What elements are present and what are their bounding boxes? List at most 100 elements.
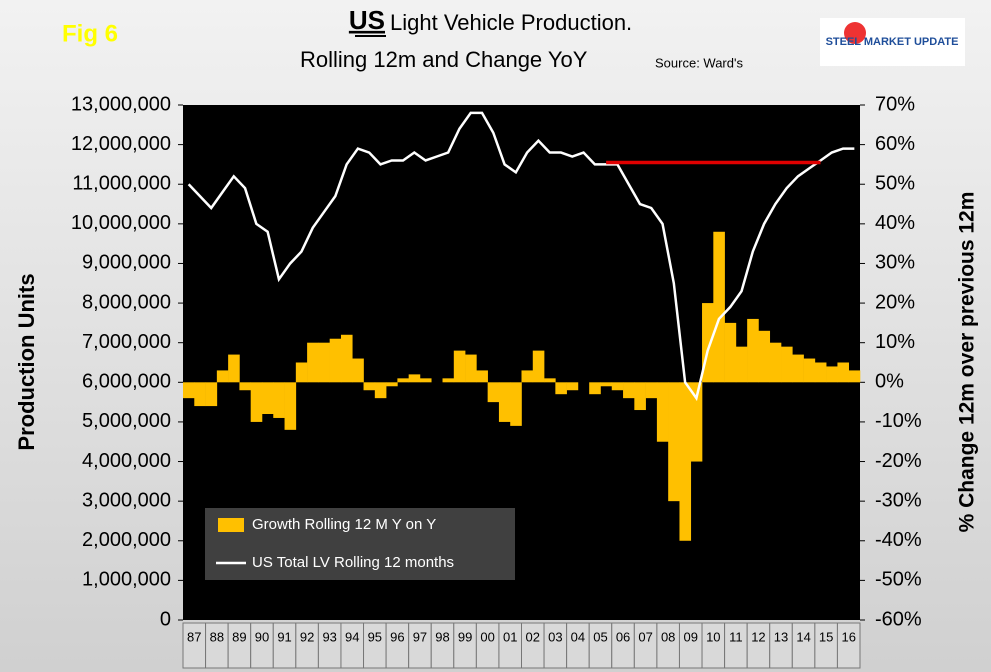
growth-bar — [713, 231, 725, 383]
growth-bar — [510, 382, 522, 426]
growth-bar — [340, 334, 353, 383]
growth-bar — [183, 382, 195, 399]
x-tick-label: 99 — [458, 629, 472, 644]
growth-bar — [318, 342, 330, 383]
growth-bar — [476, 370, 488, 383]
growth-bar — [273, 382, 285, 418]
growth-bar — [228, 354, 240, 383]
y2-tick-label: 0% — [875, 371, 904, 393]
growth-bar — [532, 350, 545, 383]
x-tick-label: 04 — [571, 629, 585, 644]
title-emphasis: US — [349, 5, 385, 35]
x-tick-label: 92 — [300, 629, 314, 644]
growth-bar — [397, 378, 409, 383]
y2-tick-label: -50% — [875, 569, 922, 591]
series-line — [187, 111, 855, 402]
growth-bar — [487, 382, 500, 403]
growth-bar — [814, 362, 827, 383]
fig-label: Fig 6 — [62, 20, 118, 47]
y-tick-label: 9,000,000 — [82, 252, 171, 274]
x-tick-label: 15 — [819, 629, 833, 644]
chart-subtitle: Rolling 12m and Change YoY — [300, 47, 588, 72]
growth-bar — [769, 342, 782, 383]
y-tick-label: 0 — [160, 608, 171, 630]
y-tick-label: 7,000,000 — [82, 331, 171, 353]
growth-bar — [521, 370, 534, 383]
x-tick-label: 11 — [729, 629, 743, 644]
x-tick-label: 14 — [796, 629, 810, 644]
x-tick-label: 08 — [661, 629, 675, 644]
growth-bar — [566, 382, 579, 391]
y-tick-label: 12,000,000 — [71, 133, 171, 155]
y2-tick-label: 60% — [875, 133, 915, 155]
logo-icon — [844, 22, 866, 44]
x-tick-label: 96 — [390, 629, 404, 644]
y-tick-label: 2,000,000 — [82, 529, 171, 551]
x-tick-label: 87 — [187, 629, 201, 644]
growth-bar — [216, 370, 229, 383]
growth-bar — [544, 378, 556, 383]
growth-bar — [792, 354, 804, 383]
y-axis-label: Production Units — [14, 273, 39, 450]
x-tick-label: 06 — [616, 629, 630, 644]
growth-bar — [453, 350, 466, 383]
y2-tick-label: -40% — [875, 529, 922, 551]
growth-bar — [679, 382, 692, 541]
growth-bar — [250, 382, 263, 422]
logo: STEEL MARKET UPDATE — [826, 36, 959, 48]
growth-bar — [758, 330, 771, 383]
growth-bar — [295, 362, 308, 383]
growth-bar — [690, 382, 703, 462]
x-tick-label: 10 — [706, 629, 720, 644]
x-tick-label: 09 — [684, 629, 698, 644]
y2-tick-label: 20% — [875, 291, 915, 313]
growth-bar — [724, 322, 737, 383]
growth-bar — [589, 382, 601, 395]
growth-bar — [205, 382, 218, 407]
y-tick-label: 4,000,000 — [82, 450, 171, 472]
y-tick-label: 3,000,000 — [82, 489, 171, 511]
growth-bar — [848, 370, 861, 383]
x-tick-label: 05 — [593, 629, 607, 644]
growth-bar — [239, 382, 251, 391]
x-tick-label: 02 — [526, 629, 540, 644]
growth-bar — [408, 374, 421, 383]
x-tick-label: 13 — [774, 629, 788, 644]
growth-bar — [194, 382, 206, 407]
x-tick-label: 91 — [277, 629, 291, 644]
growth-bar — [555, 382, 567, 395]
growth-bar — [735, 346, 748, 383]
growth-bar — [329, 338, 342, 383]
x-tick-label: 93 — [322, 629, 336, 644]
growth-bar — [363, 382, 376, 391]
y2-tick-label: -30% — [875, 489, 922, 511]
growth-bar — [498, 382, 511, 422]
growth-bar — [352, 358, 364, 383]
y-tick-label: 6,000,000 — [82, 371, 171, 393]
x-tick-box — [836, 622, 861, 669]
growth-bar — [668, 382, 680, 502]
x-tick-label: 12 — [751, 629, 765, 644]
x-tick-label: 07 — [638, 629, 652, 644]
growth-bar — [803, 358, 816, 383]
legend-label: Growth Rolling 12 M Y on Y — [252, 516, 436, 533]
growth-bar — [747, 318, 759, 383]
y2-tick-label: 10% — [875, 331, 915, 353]
x-tick-label: 97 — [413, 629, 427, 644]
y-tick-label: 13,000,000 — [71, 93, 171, 115]
growth-bar — [284, 382, 297, 430]
growth-bar — [781, 346, 793, 383]
x-tick-label: 00 — [480, 629, 494, 644]
growth-bar — [307, 342, 319, 383]
growth-bar — [623, 382, 635, 399]
growth-bar — [611, 382, 624, 391]
growth-bar — [634, 382, 646, 411]
x-tick-label: 01 — [503, 629, 517, 644]
y2-tick-label: 70% — [875, 93, 915, 115]
source: Source: Ward's — [655, 55, 743, 70]
growth-bar — [419, 378, 432, 383]
x-tick-label: 90 — [255, 629, 269, 644]
growth-bar — [645, 382, 658, 399]
legend-box — [205, 508, 515, 580]
